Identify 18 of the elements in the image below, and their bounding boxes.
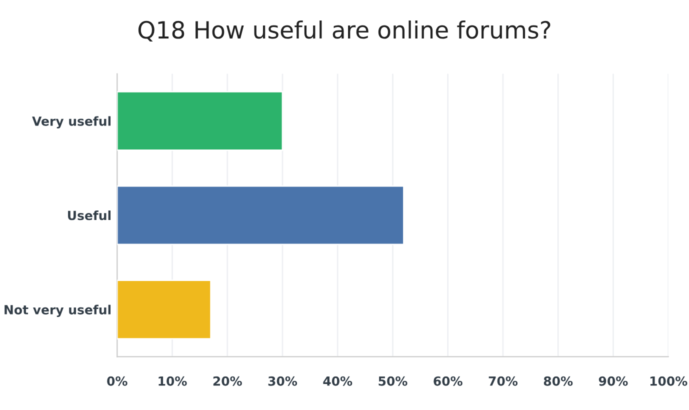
x-tick-label: 0%: [107, 376, 128, 386]
chart-title: Q18 How useful are online forums?: [138, 20, 550, 42]
x-tick-label: 30%: [268, 376, 298, 386]
x-tick-label: 20%: [213, 376, 242, 386]
x-tick-label: 90%: [598, 376, 628, 386]
x-tick-label: 50%: [378, 376, 408, 386]
x-tick-label: 60%: [434, 376, 462, 386]
y-tick-label: Not very useful: [4, 304, 111, 317]
bar: [117, 91, 284, 151]
x-tick-label: 10%: [158, 376, 187, 386]
y-tick-label: Very useful: [32, 116, 111, 128]
bar: [117, 280, 212, 340]
y-tick-label: Useful: [68, 210, 111, 220]
x-tick-label: 40%: [323, 376, 352, 386]
bar: [117, 185, 404, 246]
x-tick-label: 80%: [544, 376, 573, 386]
x-tick-label: 70%: [488, 376, 518, 386]
x-tick-label: 100%: [650, 376, 688, 386]
